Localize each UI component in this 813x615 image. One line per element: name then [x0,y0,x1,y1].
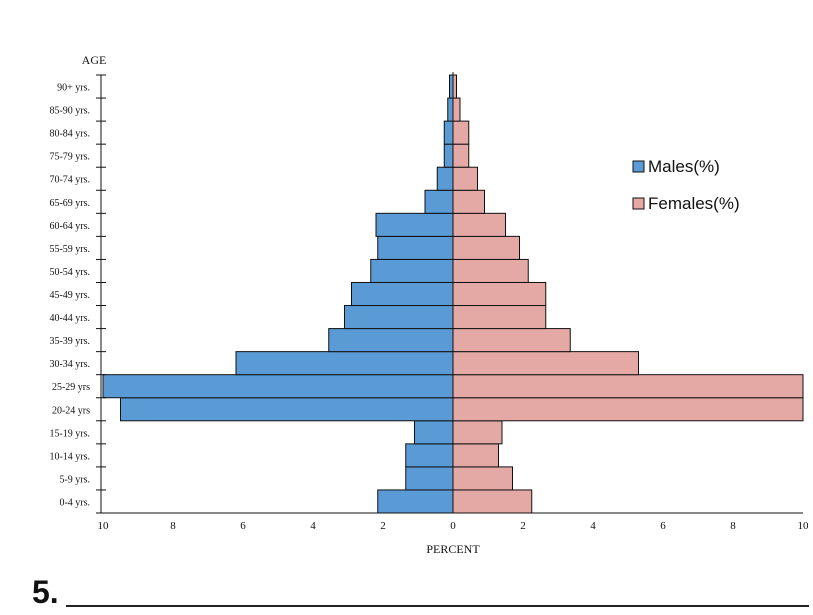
age-label-16: 80-84 yrs. [49,129,90,140]
female-bar-18 [452,74,457,99]
female-bar-13 [452,189,485,214]
female-bar-2 [452,443,499,468]
male-bar-8 [344,305,454,330]
male-bar-12 [375,212,454,237]
female-bar-9 [452,281,547,307]
x-tick-label-5: 0 [450,520,456,532]
y-axis-title: AGE [82,53,107,67]
male-bar-7 [328,328,454,353]
legend-label-1: Females(%) [648,194,740,213]
legend-swatch-1 [632,197,645,210]
age-labels: 0-4 yrs. 5-9 yrs. 10-14 yrs. 15-19 yrs. 20-2… [49,83,90,509]
x-tick-labels: 10 8 6 4 2 0 2 4 6 8 10 [98,520,809,532]
female-bar-16 [452,120,470,145]
female-bar-14 [452,166,478,191]
male-bar-4 [120,397,454,422]
age-label-8: 40-44 yrs. [49,313,90,324]
male-bar-5 [102,374,454,399]
female-bar-4 [452,397,804,422]
legend-swatch-0 [632,160,645,173]
female-bar-6 [452,351,639,376]
female-bar-15 [452,143,470,168]
male-bar-11 [377,235,454,260]
x-tick-label-10: 10 [798,520,809,532]
x-tick-label-2: 6 [240,520,246,532]
age-label-6: 30-34 yrs. [49,359,90,370]
age-label-12: 60-64 yrs. [49,221,90,232]
female-bar-17 [452,97,461,122]
legend-label-0: Males(%) [648,157,720,176]
female-bar-11 [452,235,520,260]
female-bar-0 [452,489,533,514]
age-label-18: 90+ yrs. [57,83,90,94]
x-tick-label-3: 4 [310,520,316,532]
age-label-15: 75-79 yrs. [49,152,90,163]
x-tick-label-9: 8 [730,520,736,532]
age-label-17: 85-90 yrs. [49,106,90,117]
male-bar-18 [449,74,454,99]
male-bar-9 [351,281,454,307]
female-bar-12 [452,212,506,237]
x-tick-label-4: 2 [380,520,386,532]
male-bar-10 [370,258,454,283]
x-tick-label-1: 8 [170,520,176,532]
age-label-14: 70-74 yrs. [49,175,90,186]
age-label-1: 5-9 yrs. [59,474,90,485]
male-bar-3 [414,420,454,445]
age-label-10: 50-54 yrs. [49,267,90,278]
x-tick-label-6: 2 [520,520,526,532]
female-bar-8 [452,305,547,330]
legend: Males(%) Females(%) [632,157,740,213]
female-bar-10 [452,258,529,283]
age-label-7: 35-39 yrs. [49,336,90,347]
answer-line[interactable] [66,605,809,607]
age-label-3: 15-19 yrs. [49,428,90,439]
age-label-0: 0-4 yrs. [59,497,90,508]
x-tick-label-0: 10 [98,520,110,532]
male-bar-14 [436,166,454,191]
female-bar-5 [452,374,804,399]
male-bar-0 [377,489,454,514]
x-tick-label-8: 6 [660,520,666,532]
female-bar-7 [452,328,571,353]
male-bar-15 [443,143,454,168]
male-bar-16 [443,120,454,145]
female-bar-1 [452,466,513,491]
x-tick-label-7: 4 [590,520,596,532]
male-bar-17 [447,97,454,122]
axes-group [96,72,803,514]
male-bar-6 [235,351,454,376]
x-axis-title: PERCENT [426,542,480,556]
chart-frame: AGE PERCENT 0-4 yrs. 5-9 yrs. 10-14 yrs. 15… [8,8,809,610]
female-bar-3 [452,420,503,445]
question-number: 5. [32,574,59,610]
age-label-2: 10-14 yrs. [49,451,90,462]
male-bar-13 [424,189,454,214]
age-label-11: 55-59 yrs. [49,244,90,255]
age-label-13: 65-69 yrs. [49,198,90,209]
male-bar-2 [405,443,454,468]
age-label-5: 25-29 yrs [52,382,90,393]
age-label-9: 45-49 yrs. [49,290,90,301]
age-label-4: 20-24 yrs [52,405,90,416]
population-pyramid-chart: AGE PERCENT 0-4 yrs. 5-9 yrs. 10-14 yrs. 15… [49,53,809,556]
male-bar-1 [405,466,454,491]
